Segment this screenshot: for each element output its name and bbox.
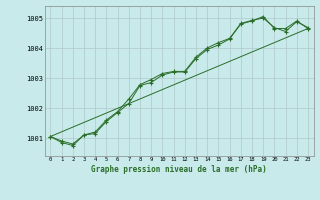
X-axis label: Graphe pression niveau de la mer (hPa): Graphe pression niveau de la mer (hPa) [91,165,267,174]
